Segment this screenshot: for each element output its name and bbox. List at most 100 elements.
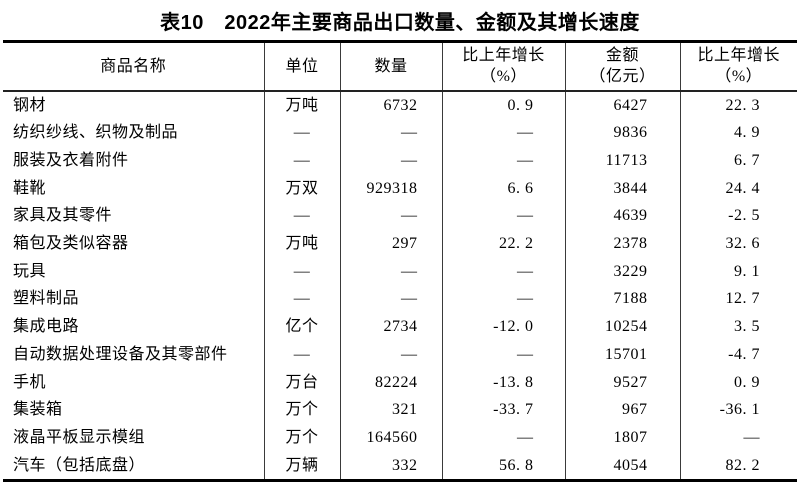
table-row: 集装箱 万个 321 -33. 7 967 -36. 1 xyxy=(3,396,797,424)
table-cell: — xyxy=(339,202,442,231)
table-cell: -33. 7 xyxy=(441,396,565,424)
table-cell: — xyxy=(441,423,565,452)
table-cell: 32. 6 xyxy=(679,230,797,258)
table-cell: 亿个 xyxy=(263,313,340,341)
table-row: 玩具 — — —3229 9. 1 xyxy=(3,257,797,286)
table-cell: 9527 xyxy=(564,368,680,397)
table-cell: — xyxy=(339,340,442,369)
table-cell: 0. 9 xyxy=(441,90,565,120)
table-row: 箱包及类似容器 万吨 297 22. 2 2378 32. 6 xyxy=(3,230,797,258)
table-row: 集成电路 亿个 2734 -12. 0 10254 3. 5 xyxy=(3,313,797,341)
table-cell: — xyxy=(441,146,565,175)
table-cell: 万台 xyxy=(263,368,340,397)
table-cell: — xyxy=(339,119,442,147)
page: 表10 2022年主要商品出口数量、金额及其增长速度 商品名称 单位 数量 比上年增长… xyxy=(3,11,797,483)
table-row: 手机 万台 82224 -13. 8 9527 0. 9 xyxy=(3,368,797,397)
table-cell: — xyxy=(339,285,442,314)
table-cell: 液晶平板显示模组 xyxy=(13,428,146,446)
table-cell: 164560 xyxy=(339,423,442,452)
table-row: 自动数据处理设备及其零部件 — — —15701 -4. 7 xyxy=(3,340,797,369)
table-cell: -36. 1 xyxy=(679,396,797,424)
table-cell: — xyxy=(339,257,442,286)
table-cell: 15701 xyxy=(564,340,680,369)
table-cell: 3229 xyxy=(564,257,680,286)
table-cell: 服装及衣着附件 xyxy=(13,151,129,169)
table-cell: 玩具 xyxy=(13,262,47,280)
table-row: 鞋靴 万双 929318 6. 6 3844 24. 4 xyxy=(3,174,797,203)
column-header: 比上年增长 （%） xyxy=(441,41,565,91)
table-cell: 321 xyxy=(339,396,442,424)
table-cell: 自动数据处理设备及其零部件 xyxy=(13,345,228,363)
table-row: 汽车（包括底盘） 万辆 332 56. 8 4054 82. 2 xyxy=(3,451,797,481)
column-header-subline: （亿元） xyxy=(589,68,656,86)
table-cell: 家具及其零件 xyxy=(13,207,113,225)
table-cell: 0. 9 xyxy=(679,368,797,397)
table-row: 服装及衣着附件 — — —11713 6. 7 xyxy=(3,146,797,175)
table-cell: 332 xyxy=(339,451,442,481)
table-cell: 6732 xyxy=(339,90,442,120)
table-cell: 汽车（包括底盘） xyxy=(13,456,146,474)
column-header-label: 比上年增长 xyxy=(462,47,545,65)
table-cell: — xyxy=(263,257,340,286)
table-body: 钢材 万吨 6732 0. 9 6427 22. 3 纺织纱线、织物及制品 — — —9836 4.… xyxy=(3,90,797,481)
table-row: 钢材 万吨 6732 0. 9 6427 22. 3 xyxy=(3,90,797,120)
table-cell: 纺织纱线、织物及制品 xyxy=(13,124,179,142)
table-cell: -4. 7 xyxy=(679,340,797,369)
table-cell: 2734 xyxy=(339,313,442,341)
table-cell: 6427 xyxy=(564,90,680,120)
table-cell: 塑料制品 xyxy=(13,290,80,308)
table-row: 塑料制品 — — —7188 12. 7 xyxy=(3,285,797,314)
table-cell: 鞋靴 xyxy=(13,179,47,197)
table-cell: 22. 2 xyxy=(441,230,565,258)
column-header: 商品名称 xyxy=(3,42,264,91)
table-cell: 12. 7 xyxy=(679,285,797,314)
table-cell: 9836 xyxy=(564,119,680,147)
table-cell: 万吨 xyxy=(263,90,340,120)
column-header-subline: （%） xyxy=(715,68,763,86)
table-cell: 22. 3 xyxy=(679,90,797,120)
table-cell: — xyxy=(263,202,340,231)
table-cell: 箱包及类似容器 xyxy=(13,235,129,253)
table-cell: 297 xyxy=(339,230,442,258)
column-header: 金额 （亿元） xyxy=(564,41,680,91)
column-header: 数量 xyxy=(339,41,442,91)
table-cell: 929318 xyxy=(339,174,442,203)
column-header-label: 商品名称 xyxy=(100,57,167,75)
table-cell: 集装箱 xyxy=(13,401,63,419)
table-cell: 11713 xyxy=(564,146,680,175)
table-cell: -12. 0 xyxy=(441,313,565,341)
table-cell: 9. 1 xyxy=(679,257,797,286)
column-header: 单位 xyxy=(263,41,340,91)
table-cell: 万双 xyxy=(263,174,340,203)
table-cell: 82. 2 xyxy=(679,451,797,481)
table-title: 表10 2022年主要商品出口数量、金额及其增长速度 xyxy=(160,11,640,34)
table-cell: — xyxy=(441,285,565,314)
commodity-export-table: 商品名称 单位 数量 比上年增长 （%） 金额 （亿元） 比上年增长 （%） 钢材 万吨 6732 0… xyxy=(3,40,797,483)
table-cell: 2378 xyxy=(564,230,680,258)
table-cell: — xyxy=(679,423,797,452)
table-cell: 967 xyxy=(564,396,680,424)
column-header-label: 比上年增长 xyxy=(697,47,780,65)
table-cell: -13. 8 xyxy=(441,368,565,397)
table-row: 纺织纱线、织物及制品 — — —9836 4. 9 xyxy=(3,119,797,147)
table-cell: 56. 8 xyxy=(441,451,565,481)
table-cell: 6. 6 xyxy=(441,174,565,203)
table-cell: — xyxy=(441,257,565,286)
table-cell: 4054 xyxy=(564,451,680,481)
table-cell: — xyxy=(263,340,340,369)
table-cell: 24. 4 xyxy=(679,174,797,203)
column-header: 比上年增长 （%） xyxy=(679,41,797,91)
column-header-label: 数量 xyxy=(374,57,408,75)
table-cell: 10254 xyxy=(564,313,680,341)
column-header-subline: （%） xyxy=(480,68,527,86)
table-cell: -2. 5 xyxy=(679,202,797,231)
table-row: 家具及其零件 — — —4639 -2. 5 xyxy=(3,202,797,231)
table-cell: 4. 9 xyxy=(679,119,797,147)
table-cell: — xyxy=(263,285,340,314)
table-head: 商品名称 单位 数量 比上年增长 （%） 金额 （亿元） 比上年增长 （%） xyxy=(3,41,797,91)
table-cell: 万个 xyxy=(263,423,340,452)
table-cell: 万辆 xyxy=(263,451,340,481)
table-cell: 4639 xyxy=(564,202,680,231)
table-head-row: 商品名称 单位 数量 比上年增长 （%） 金额 （亿元） 比上年增长 （%） xyxy=(3,41,797,91)
table-cell: — xyxy=(339,146,442,175)
